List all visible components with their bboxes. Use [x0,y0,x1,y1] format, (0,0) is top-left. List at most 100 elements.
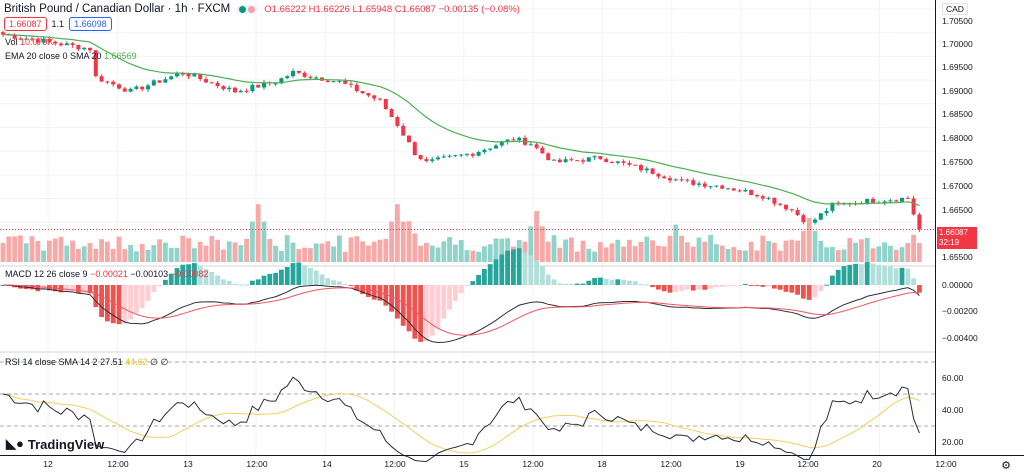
sell-button[interactable]: 1.66087 [4,17,47,31]
volume-bar [0,242,6,262]
volume-bar [255,204,261,262]
macd-histogram-bar [290,263,296,285]
volume-bar [81,246,87,262]
macd-legend[interactable]: MACD 12 26 close 9 −0.00021 −0.00103 −0.… [5,269,208,279]
volume-bar [232,242,238,262]
candle [557,159,562,163]
volume-bar [864,237,870,262]
rsi-ma-line [2,392,920,454]
time-tick: 12:00 [797,459,819,469]
candle [366,93,371,96]
candle [534,144,539,148]
macd-histogram-bar [864,262,870,285]
macd-histogram-bar [777,285,783,290]
time-tick: 20 [872,459,882,469]
volume-bar [708,234,713,262]
macd-histogram-bar [447,285,452,310]
volume-bar [882,242,887,262]
volume-bar [470,250,476,262]
volume-bar [325,241,331,262]
volume-bar [696,237,702,262]
volume-bar [685,242,690,262]
macd-histogram-bar [632,281,638,285]
volume-bar [441,241,447,262]
buy-button[interactable]: 1.66098 [69,17,112,31]
candle [105,81,110,83]
macd-histogram-bar [731,285,737,286]
volume-bar [58,236,64,262]
candle [801,215,806,223]
candle [679,179,684,181]
volume-bar [418,245,423,262]
candle [157,80,162,83]
macd-histogram-bar [238,284,244,286]
time-tick: 14 [322,459,332,469]
candle [227,87,232,90]
volume-bar [737,250,742,262]
macd-histogram-bar [528,255,534,285]
symbol-title[interactable]: British Pound / Canadian Dollar · 1h · F… [4,3,231,15]
macd-histogram-bar [192,263,197,285]
macd-histogram-bar [64,285,70,292]
volume-bar [598,242,603,262]
candle [894,200,899,202]
volume-bar [163,242,168,262]
macd-histogram-bar [250,280,255,285]
volume-bar [313,243,319,262]
macd-histogram-bar [876,264,882,285]
candle [244,90,249,92]
volume-bar [209,236,215,262]
macd-histogram-bar [168,273,174,285]
candle [499,141,504,146]
rsi-legend[interactable]: RSI 14 close SMA 14 2 27.51 44.62 ∅ ∅ [5,357,168,368]
bar-countdown: 32:19 [939,238,960,247]
volume-bar [528,226,534,262]
volume-bar [296,249,302,262]
volume-bar [6,236,12,262]
trade-panel: 1.66087 1.1 1.66098 [4,17,112,31]
volume-bar [308,248,313,262]
candle [731,188,736,191]
volume-bar [627,239,632,262]
macd-histogram-bar [702,285,708,290]
price-axis[interactable]: CAD 1.70500 1.70000 1.69500 1.69000 1.68… [935,0,1024,455]
candle [650,168,655,174]
volume-bar [609,243,615,262]
candle [621,161,626,163]
macd-histogram-bar [342,283,348,285]
settings-icon[interactable]: ⚙ [1001,460,1011,472]
tradingview-logo[interactable]: ◣● TradingView [6,436,104,452]
volume-bar [429,245,435,262]
legend-value: 44.62 [125,357,148,367]
macd-histogram-bar [574,283,580,285]
volume-bar [41,250,46,262]
macd-histogram-bar [789,285,795,293]
candle [192,73,197,77]
volume-legend[interactable]: Vol 10.079K [5,37,54,47]
candle [169,76,174,80]
volume-bar [174,247,180,262]
candle [604,159,609,163]
volume-bar [383,238,389,262]
candle [494,145,498,149]
volume-bar [876,246,882,262]
market-status[interactable] [236,4,259,14]
volume-bar [366,245,371,262]
macd-histogram-bar [128,285,133,320]
volume-bar [23,243,29,262]
volume-bar [93,248,99,262]
macd-histogram-bar [667,285,673,293]
volume-bar [226,241,232,262]
volume-bar [673,224,679,262]
volume-bar [569,237,574,262]
currency-selector[interactable]: CAD [942,3,968,15]
volume-bar [754,250,760,262]
time-axis[interactable]: 12 12:00 13 12:00 14 12:00 15 12:00 18 1… [0,455,1024,472]
macd-tick: −0.00200 [942,306,978,316]
candle [291,70,295,77]
candle [76,45,81,50]
ema-legend[interactable]: EMA 20 close 0 SMA 20 1.66569 [5,51,137,61]
volume-bar [603,247,609,262]
candle [784,204,788,210]
